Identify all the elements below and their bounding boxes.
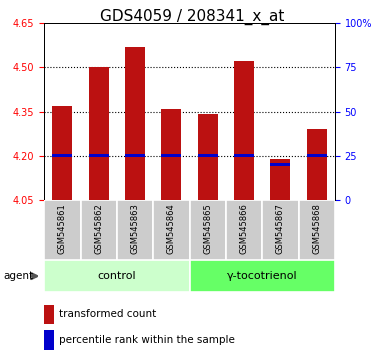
Text: GSM545865: GSM545865 (203, 204, 212, 254)
Bar (226, 200, 262, 260)
Bar (262, 200, 299, 260)
Bar (44, 304, 54, 324)
Text: γ-tocotrienol: γ-tocotrienol (227, 271, 298, 281)
Bar (125, 154, 145, 157)
Bar (44, 260, 190, 292)
Bar (52, 105, 72, 200)
Bar (234, 61, 254, 200)
Text: GSM545867: GSM545867 (276, 204, 285, 254)
Bar (299, 200, 335, 260)
Bar (307, 129, 327, 200)
Bar (198, 154, 218, 157)
Text: GSM545866: GSM545866 (239, 204, 249, 254)
Text: GDS4059 / 208341_x_at: GDS4059 / 208341_x_at (100, 9, 285, 25)
Bar (234, 154, 254, 157)
Bar (270, 163, 290, 166)
Bar (161, 154, 181, 157)
Bar (89, 154, 109, 157)
Bar (44, 330, 54, 350)
Text: GSM545868: GSM545868 (312, 204, 321, 254)
Bar (125, 47, 145, 200)
Bar (270, 159, 290, 200)
Text: GSM545861: GSM545861 (58, 204, 67, 254)
Text: control: control (98, 271, 136, 281)
Bar (190, 200, 226, 260)
Bar (80, 200, 117, 260)
Bar (190, 260, 335, 292)
Bar (117, 200, 153, 260)
Text: transformed count: transformed count (59, 309, 156, 320)
Bar (161, 109, 181, 200)
Text: percentile rank within the sample: percentile rank within the sample (59, 335, 235, 345)
Text: GSM545864: GSM545864 (167, 204, 176, 254)
Text: GSM545863: GSM545863 (131, 204, 140, 254)
Bar (153, 200, 189, 260)
Bar (52, 154, 72, 157)
Bar (89, 67, 109, 200)
Bar (307, 154, 327, 157)
Bar (44, 200, 80, 260)
Text: GSM545862: GSM545862 (94, 204, 103, 254)
Bar (198, 114, 218, 200)
Text: agent: agent (4, 271, 34, 281)
